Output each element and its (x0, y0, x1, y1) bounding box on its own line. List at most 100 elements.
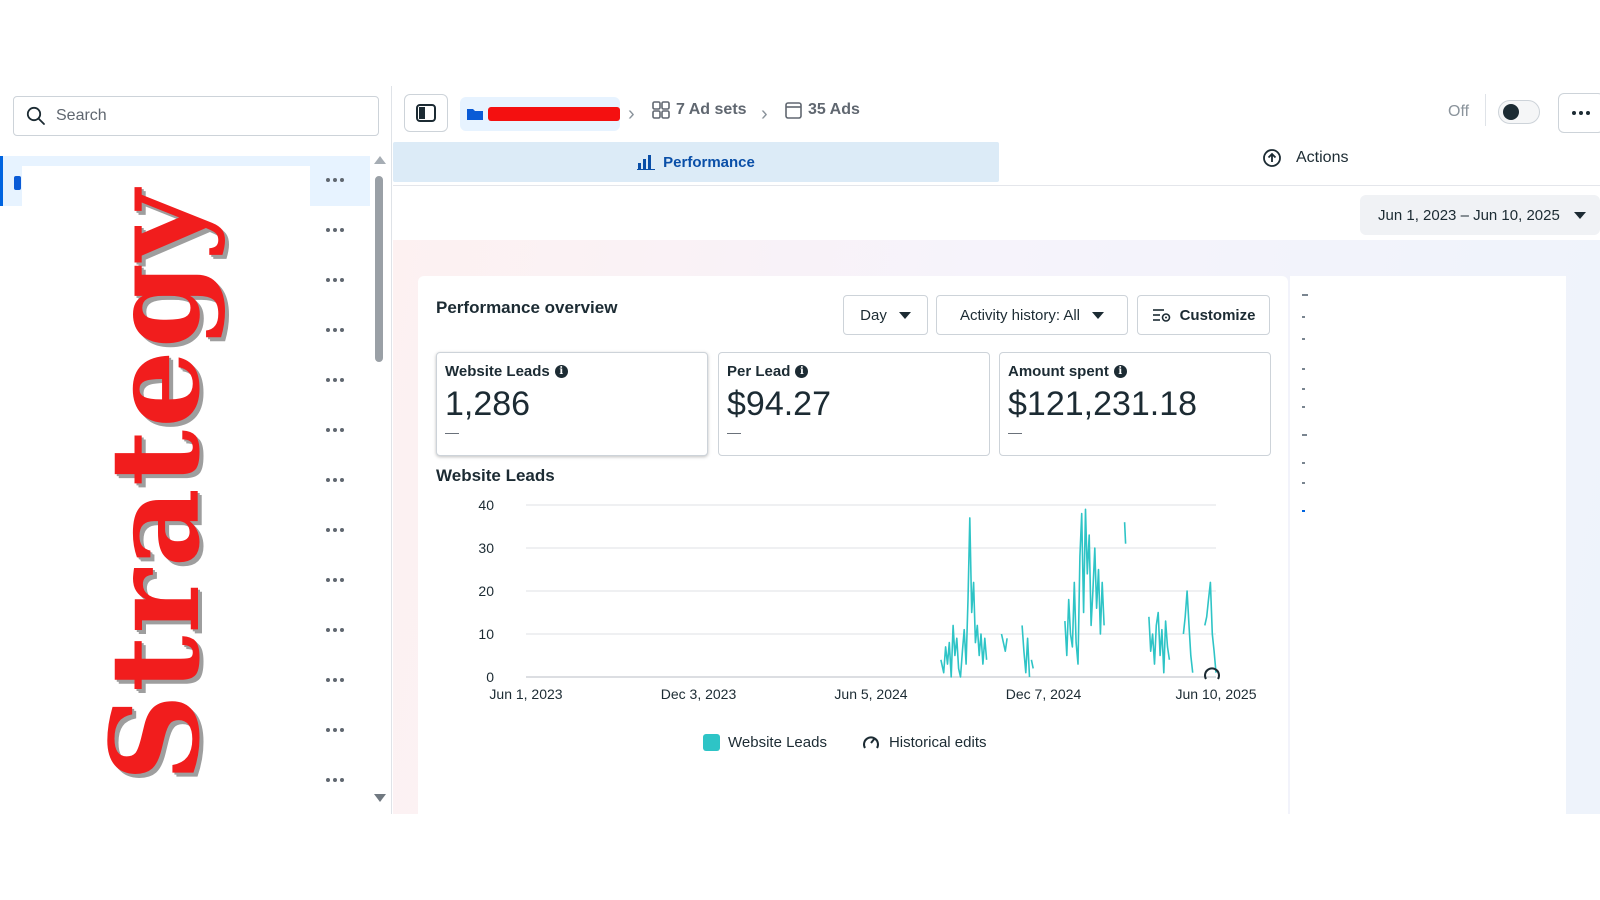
series-line-website-leads (1123, 522, 1127, 544)
caret-down-icon (1573, 211, 1586, 219)
list-item[interactable] (0, 706, 370, 756)
chart-legend: Website Leads Historical edits (703, 732, 986, 752)
chevron-right-icon: › (628, 103, 635, 125)
breadcrumb-ads[interactable]: 35 Ads (785, 101, 860, 119)
ad-sets-label: 7 Ad sets (676, 101, 747, 118)
tab-performance-label: Performance (663, 153, 755, 171)
metric-card-amount-spent[interactable]: Amount spent i $121,231.18 — (999, 352, 1271, 456)
historical-edit-marker (1204, 667, 1220, 680)
scroll-thumb[interactable] (375, 176, 383, 362)
metric-value: $94.27 (727, 385, 831, 423)
ellipsis-icon (1579, 111, 1583, 115)
y-tick-label: 30 (478, 540, 494, 556)
row-more-icon[interactable] (322, 420, 348, 440)
metric-card-website-leads[interactable]: Website Leads i 1,286 — (436, 352, 708, 456)
grid-icon (652, 101, 670, 119)
list-item[interactable] (0, 756, 370, 806)
x-tick-label: Jun 1, 2023 (489, 686, 562, 702)
sidebar-panel-icon (416, 104, 436, 122)
row-more-icon[interactable] (322, 270, 348, 290)
list-item[interactable] (0, 206, 370, 256)
chevron-right-icon: › (761, 103, 768, 125)
more-options-button[interactable] (1558, 93, 1600, 133)
y-tick-label: 0 (486, 669, 494, 685)
chart-title: Website Leads (436, 466, 555, 485)
row-more-icon[interactable] (322, 520, 348, 540)
caret-down-icon (898, 311, 911, 319)
ads-label: 35 Ads (808, 101, 860, 118)
breadcrumb-campaign[interactable] (460, 97, 620, 131)
series-line-website-leads (1021, 625, 1031, 678)
row-more-icon[interactable] (322, 720, 348, 740)
arrow-up-circle-icon (1263, 149, 1281, 167)
divider (1485, 94, 1486, 126)
row-more-icon[interactable] (322, 620, 348, 640)
list-item[interactable] (0, 656, 370, 706)
info-icon[interactable]: i (554, 365, 568, 378)
x-tick-label: Dec 3, 2023 (661, 686, 737, 702)
legend-label: Historical edits (888, 733, 987, 751)
legend-item-historical-edits[interactable]: Historical edits (861, 732, 987, 752)
search-box[interactable] (13, 96, 379, 136)
metric-value: 1,286 (445, 385, 531, 423)
list-item[interactable] (0, 556, 370, 606)
series-line-website-leads (1182, 590, 1194, 673)
metric-delta: — (1008, 424, 1022, 440)
y-tick-label: 40 (478, 497, 494, 513)
row-more-icon[interactable] (322, 370, 348, 390)
legend-item-website-leads[interactable]: Website Leads (703, 733, 827, 751)
toggle-sidebar-button[interactable] (404, 94, 448, 132)
info-icon[interactable]: i (795, 365, 809, 378)
row-more-icon[interactable] (322, 220, 348, 240)
legend-swatch (703, 733, 720, 751)
ad-icon (785, 101, 802, 119)
metric-label: Per Lead (727, 363, 791, 380)
row-more-icon[interactable] (322, 320, 348, 340)
row-status-mark (14, 176, 21, 190)
performance-overview-title: Performance overview (436, 298, 618, 317)
row-more-icon[interactable] (322, 670, 348, 690)
list-item[interactable] (0, 306, 370, 356)
date-range-label: Jun 1, 2023 – Jun 10, 2025 (1378, 206, 1560, 224)
date-range-picker[interactable]: Jun 1, 2023 – Jun 10, 2025 (1360, 195, 1600, 235)
granularity-dropdown[interactable]: Day (843, 295, 928, 335)
tab-actions[interactable]: Actions (1262, 148, 1348, 168)
list-item[interactable] (0, 356, 370, 406)
activity-history-dropdown[interactable]: Activity history: All (936, 295, 1128, 335)
list-item[interactable] (0, 456, 370, 506)
campaign-rows (0, 156, 370, 806)
ellipsis-icon (1586, 111, 1590, 115)
breadcrumb-ad-sets[interactable]: 7 Ad sets (652, 101, 747, 119)
list-item[interactable] (0, 506, 370, 556)
series-line-website-leads (940, 517, 988, 678)
metric-card-per-lead[interactable]: Per Lead i $94.27 — (718, 352, 990, 456)
list-scrollbar[interactable] (372, 156, 386, 802)
status-label: Off (1448, 103, 1470, 120)
search-icon (26, 106, 45, 125)
side-info-card (1290, 276, 1566, 814)
list-item[interactable] (0, 606, 370, 656)
list-item[interactable] (0, 156, 370, 206)
tab-performance[interactable]: Performance (393, 142, 999, 182)
row-more-icon[interactable] (322, 570, 348, 590)
delivery-toggle[interactable] (1498, 100, 1540, 124)
campaign-list-panel (0, 86, 392, 814)
folder-icon (467, 109, 483, 120)
metric-value: $121,231.18 (1008, 385, 1198, 423)
series-line-website-leads (1148, 611, 1171, 674)
x-tick-label: Jun 10, 2025 (1176, 686, 1257, 702)
search-input[interactable] (56, 107, 356, 125)
scroll-up-arrow-icon[interactable] (374, 156, 386, 164)
row-more-icon[interactable] (322, 770, 348, 790)
list-item[interactable] (0, 406, 370, 456)
info-icon[interactable]: i (1113, 365, 1127, 378)
ellipsis-icon (1572, 111, 1576, 115)
series-line-website-leads (1204, 581, 1217, 673)
list-item[interactable] (0, 256, 370, 306)
customize-label: Customize (1179, 306, 1256, 324)
scroll-down-arrow-icon[interactable] (374, 794, 386, 802)
row-more-icon[interactable] (322, 170, 348, 190)
customize-button[interactable]: Customize (1137, 295, 1270, 335)
series-line-website-leads (1064, 508, 1105, 665)
row-more-icon[interactable] (322, 470, 348, 490)
